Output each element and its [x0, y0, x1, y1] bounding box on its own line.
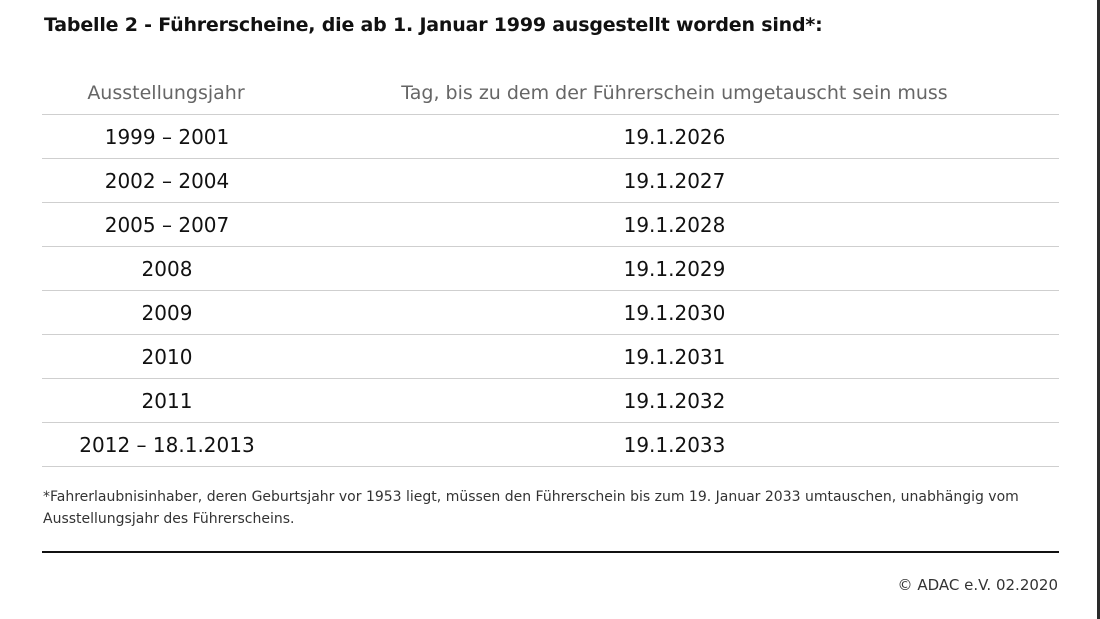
- table-row: 1999 – 2001 19.1.2026: [42, 115, 1059, 159]
- table-header-row: Ausstellungsjahr Tag, bis zu dem der Füh…: [42, 70, 1059, 115]
- table-row: 2008 19.1.2029: [42, 247, 1059, 291]
- table-row: 2005 – 2007 19.1.2028: [42, 203, 1059, 247]
- header-issue-year: Ausstellungsjahr: [87, 82, 245, 104]
- copyright-notice: © ADAC e.V. 02.2020: [897, 576, 1058, 594]
- deadline-cell: 19.1.2028: [623, 212, 726, 237]
- deadline-cell: 19.1.2031: [623, 344, 726, 369]
- deadline-cell: 19.1.2027: [623, 168, 726, 193]
- page-edge-border: [1097, 0, 1100, 619]
- issue-year-cell: 2009: [141, 300, 193, 325]
- issue-year-cell: 2008: [141, 256, 193, 281]
- issue-year-cell: 2005 – 2007: [104, 212, 230, 237]
- deadline-cell: 19.1.2030: [623, 300, 726, 325]
- issue-year-cell: 2010: [141, 344, 193, 369]
- deadline-cell: 19.1.2032: [623, 388, 726, 413]
- table-title: Tabelle 2 - Führerscheine, die ab 1. Jan…: [44, 14, 823, 36]
- footer-divider: [42, 551, 1059, 553]
- header-exchange-deadline: Tag, bis zu dem der Führerschein umgetau…: [401, 82, 948, 104]
- deadline-cell: 19.1.2029: [623, 256, 726, 281]
- deadline-cell: 19.1.2033: [623, 432, 726, 457]
- footnote: *Fahrerlaubnisinhaber, deren Geburtsjahr…: [43, 489, 1019, 527]
- issue-year-cell: 1999 – 2001: [104, 124, 230, 149]
- table-row: 2002 – 2004 19.1.2027: [42, 159, 1059, 203]
- issue-year-cell: 2002 – 2004: [104, 168, 230, 193]
- license-exchange-table: Ausstellungsjahr Tag, bis zu dem der Füh…: [42, 70, 1059, 467]
- table-row: 2009 19.1.2030: [42, 291, 1059, 335]
- issue-year-cell: 2012 – 18.1.2013: [79, 432, 255, 457]
- table-row: 2012 – 18.1.2013 19.1.2033: [42, 423, 1059, 467]
- issue-year-cell: 2011: [141, 388, 193, 413]
- table-row: 2010 19.1.2031: [42, 335, 1059, 379]
- deadline-cell: 19.1.2026: [623, 124, 726, 149]
- table-row: 2011 19.1.2032: [42, 379, 1059, 423]
